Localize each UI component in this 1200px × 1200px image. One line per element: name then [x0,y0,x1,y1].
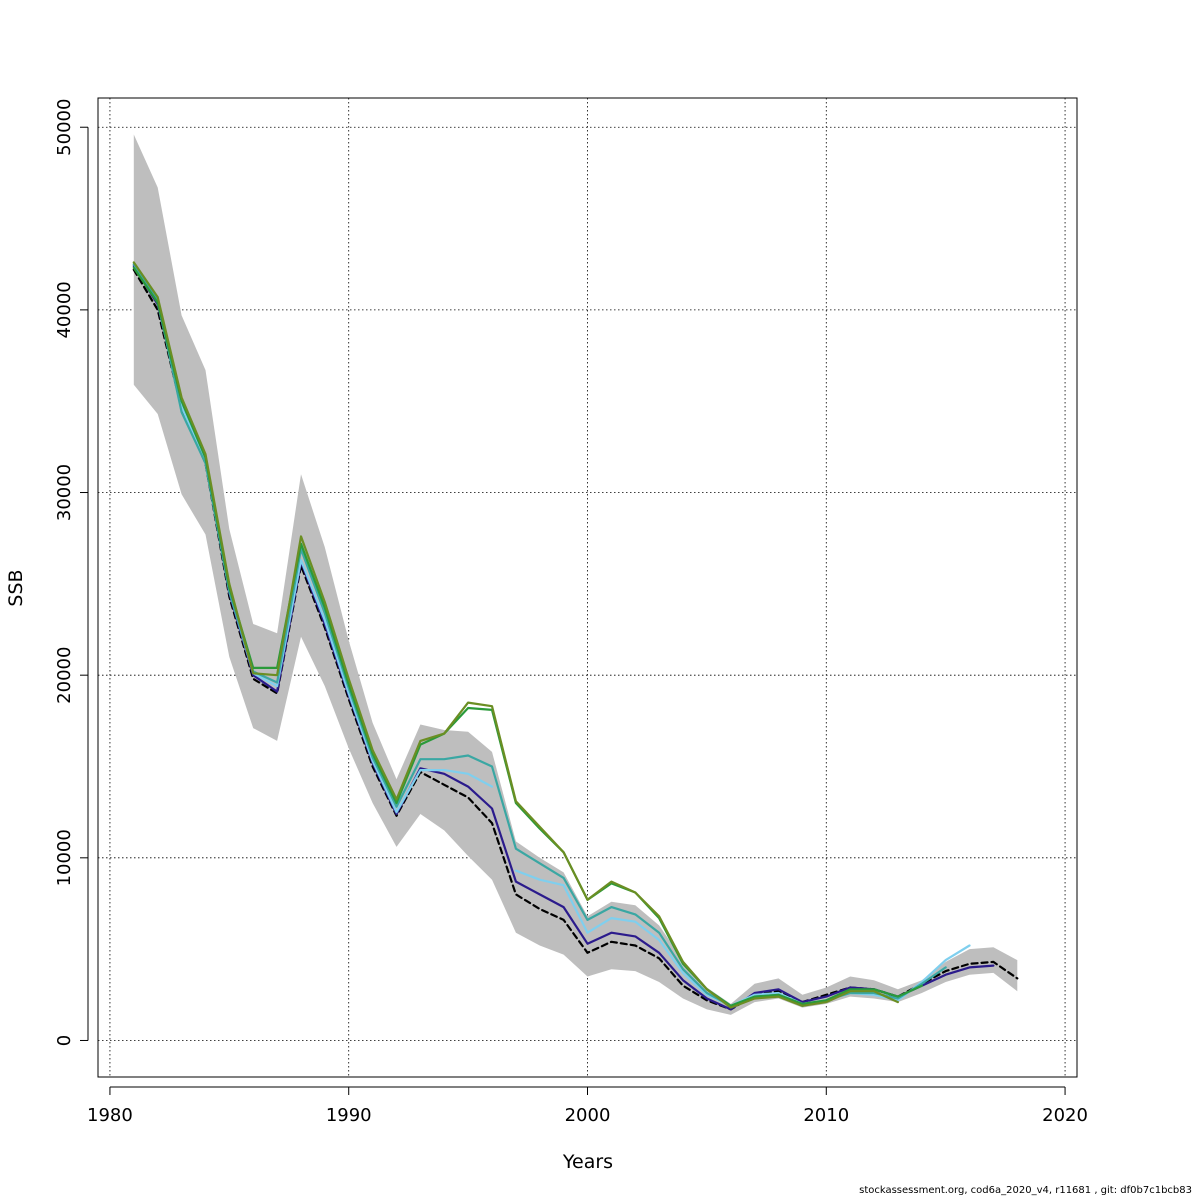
y-tick-label-30000: 30000 [54,464,75,521]
y-tick-label-10000: 10000 [54,829,75,886]
series-line-1 [132,264,995,1011]
x-tick-label-2020: 2020 [1042,1105,1088,1126]
confidence-band [133,134,1018,1015]
series-line-6 [132,261,900,1009]
x-axis-title: Years [562,1151,613,1173]
y-tick-label-50000: 50000 [54,99,75,156]
y-tick-label-0: 0 [54,1035,75,1046]
x-tick-label-2010: 2010 [803,1105,849,1126]
axes: 1980 1990 2000 2010 2020 0 10000 20000 30000 4000… [54,97,1088,1126]
x-tick-label-1990: 1990 [326,1105,372,1126]
grid-lines [98,98,1077,1077]
series-line-2 [132,263,494,814]
series-line-5 [132,266,923,1007]
confidence-band-layer [133,134,1018,1015]
y-tick-label-40000: 40000 [54,281,75,338]
x-tick-label-2000: 2000 [565,1105,611,1126]
x-tick-label-1980: 1980 [87,1105,133,1126]
plot-frame [97,97,1078,1078]
footer-credit: stockassessment.org, cod6a_2020_v4, r116… [859,1185,1192,1196]
series-layer [132,261,1019,1011]
y-tick-label-20000: 20000 [54,647,75,704]
y-axis-title: SSB [5,569,27,606]
